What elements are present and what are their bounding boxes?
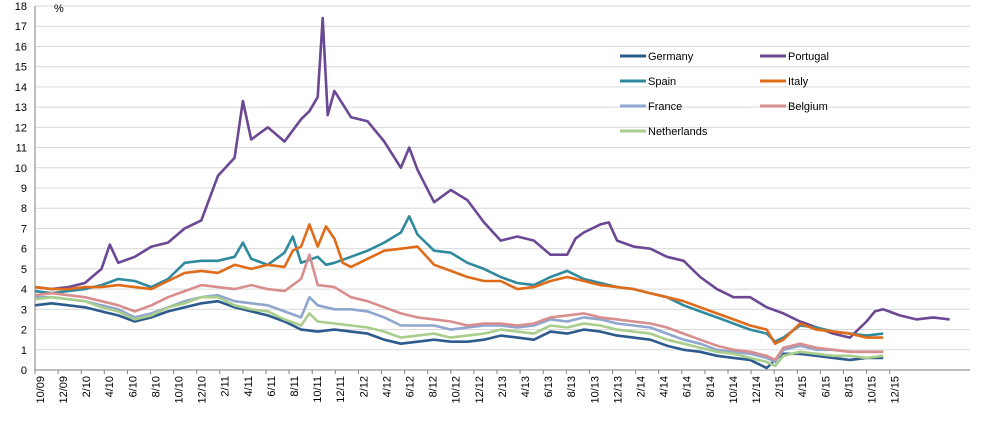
x-tick-label: 4/14 — [659, 376, 671, 397]
y-tick-label: 12 — [15, 122, 27, 134]
x-tick-label: 2/14 — [636, 376, 648, 397]
x-tick-label: 12/09 — [58, 376, 70, 404]
x-tick-label: 10/11 — [312, 376, 324, 403]
x-tick-label: 10/12 — [451, 376, 463, 404]
x-tick-label: 4/12 — [381, 376, 393, 397]
x-tick-label: 10/13 — [589, 376, 601, 404]
x-tick-label: 6/14 — [682, 376, 694, 397]
y-tick-label: 15 — [15, 62, 27, 74]
x-tick-label: 12/10 — [197, 376, 209, 404]
legend-label-portugal: Portugal — [788, 51, 829, 63]
x-tick-label: 10/15 — [867, 376, 879, 404]
x-tick-label: 2/15 — [774, 376, 786, 397]
legend-label-spain: Spain — [648, 76, 676, 88]
x-tick-label: 10/14 — [728, 376, 740, 404]
x-tick-label: 12/15 — [890, 376, 902, 404]
x-tick-label: 4/10 — [104, 376, 116, 397]
x-tick-label: 6/11 — [266, 376, 278, 397]
x-tick-label: 8/10 — [150, 376, 162, 397]
x-tick-label: 12/12 — [474, 376, 486, 404]
x-tick-label: 8/15 — [843, 376, 855, 397]
legend-label-belgium: Belgium — [788, 101, 828, 113]
x-tick-label: 12/14 — [751, 376, 763, 404]
legend-label-germany: Germany — [648, 51, 694, 63]
x-tick-label: 8/14 — [705, 376, 717, 397]
x-tick-label: 4/15 — [797, 376, 809, 397]
y-tick-label: 16 — [15, 41, 27, 53]
series-lines — [34, 16, 950, 370]
series-line-belgium — [34, 253, 884, 362]
y-tick-label: 3 — [21, 304, 27, 316]
y-tick-label: 6 — [21, 244, 27, 256]
x-tick-label: 6/15 — [820, 376, 832, 397]
series-line-italy — [34, 223, 884, 345]
series-line-spain — [34, 215, 884, 343]
series-line-france — [35, 293, 884, 364]
x-tick-label: 6/10 — [127, 376, 139, 397]
x-tick-label: 2/12 — [358, 376, 370, 397]
grid — [35, 5, 970, 371]
x-tick-label: 12/11 — [335, 376, 347, 403]
y-tick-label: 10 — [15, 163, 27, 175]
x-tick-label: 2/13 — [497, 376, 509, 397]
y-tick-label: 7 — [21, 223, 27, 235]
x-tick-label: 8/12 — [428, 376, 440, 397]
x-tick-label: 6/13 — [543, 376, 555, 397]
y-tick-label: 13 — [15, 102, 27, 114]
y-tick-label: 0 — [21, 365, 27, 377]
y-tick-label: 14 — [15, 82, 27, 94]
x-tick-label: 6/12 — [405, 376, 417, 397]
y-tick-label: 11 — [16, 143, 27, 155]
x-tick-label: 10/10 — [174, 376, 186, 404]
y-tick-label: 18 — [15, 1, 27, 13]
x-tick-label: 4/11 — [243, 376, 255, 397]
x-tick-label: 2/10 — [81, 376, 93, 397]
x-tick-label: 4/13 — [520, 376, 532, 397]
legend: Germany Portugal Spain Italy France Belgium Ne… — [620, 51, 829, 138]
y-tick-label: 5 — [21, 264, 27, 276]
y-tick-label: 1 — [21, 345, 27, 357]
x-tick-label: 2/11 — [220, 376, 232, 397]
y-tick-label: 4 — [21, 284, 27, 296]
legend-label-france: France — [648, 101, 682, 113]
x-tick-label: 12/13 — [612, 376, 624, 404]
x-tick-label: 10/09 — [35, 376, 47, 404]
x-tick-label: 8/13 — [566, 376, 578, 397]
series-line-netherlands — [34, 295, 884, 368]
y-tick-label: 17 — [15, 21, 27, 33]
y-tick-label: 2 — [21, 325, 27, 337]
series-line-germany — [34, 299, 884, 370]
legend-label-italy: Italy — [788, 76, 809, 88]
series-line-portugal — [34, 16, 950, 339]
y-tick-label: 8 — [21, 203, 27, 215]
x-tick-label: 8/11 — [289, 376, 301, 397]
legend-label-netherlands: Netherlands — [648, 126, 708, 138]
y-tick-label: 9 — [21, 183, 27, 195]
y-unit-label: % — [54, 3, 64, 15]
